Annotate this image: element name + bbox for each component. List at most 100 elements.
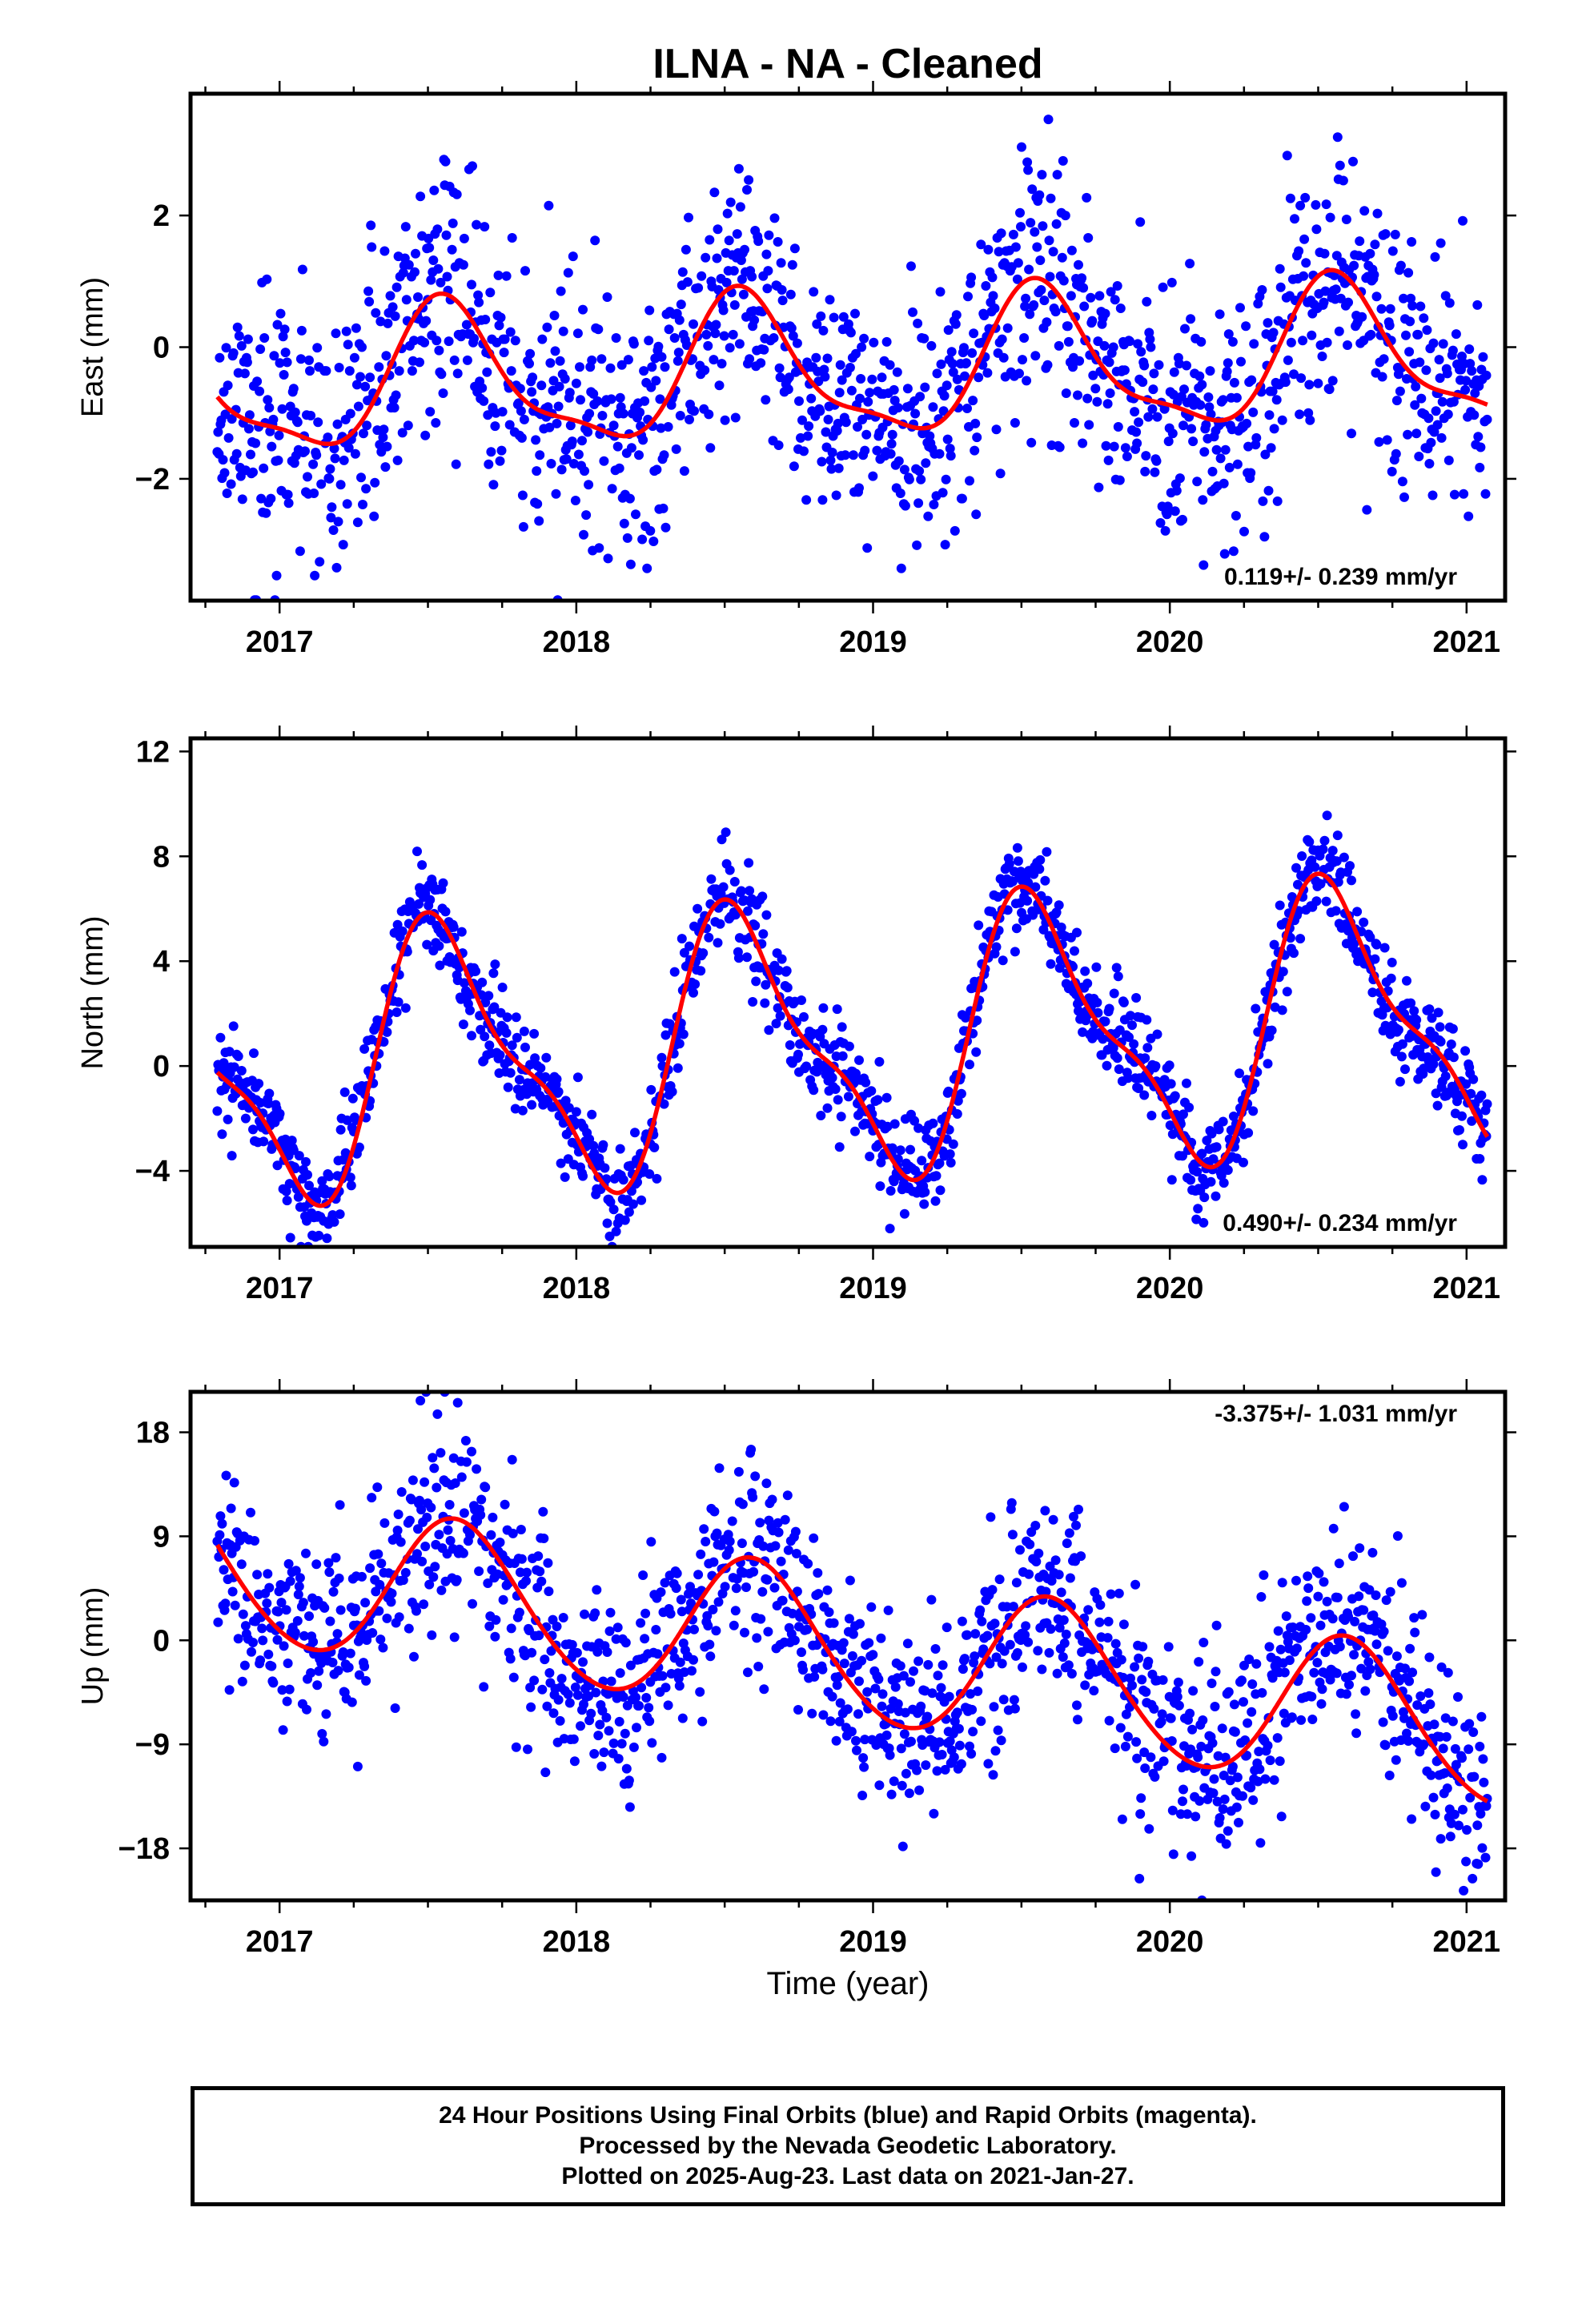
data-point bbox=[873, 1095, 883, 1105]
data-point bbox=[1165, 1120, 1175, 1131]
data-point bbox=[567, 1639, 577, 1650]
data-point bbox=[246, 449, 255, 460]
data-point bbox=[327, 1658, 338, 1667]
data-point bbox=[342, 1115, 352, 1125]
data-point bbox=[1291, 1575, 1301, 1586]
data-point bbox=[769, 333, 779, 343]
data-point bbox=[1303, 408, 1314, 418]
data-point bbox=[998, 352, 1009, 363]
data-point bbox=[1347, 428, 1356, 439]
data-point bbox=[733, 163, 744, 174]
data-point bbox=[1078, 1027, 1088, 1037]
data-point bbox=[1066, 1669, 1077, 1679]
data-point bbox=[1208, 1788, 1219, 1799]
data-point bbox=[1369, 270, 1379, 280]
data-point bbox=[1289, 948, 1299, 959]
data-point bbox=[334, 1573, 344, 1583]
data-point bbox=[677, 934, 687, 944]
data-point bbox=[674, 1039, 685, 1049]
data-point bbox=[1275, 1756, 1285, 1767]
chart-title: ILNA - NA - Cleaned bbox=[652, 41, 1042, 87]
data-point bbox=[393, 997, 404, 1007]
data-point bbox=[424, 1579, 435, 1590]
data-point bbox=[382, 1613, 392, 1623]
data-point bbox=[1243, 441, 1254, 452]
data-point bbox=[1343, 340, 1352, 350]
data-point bbox=[674, 1681, 685, 1691]
data-point bbox=[1228, 546, 1239, 557]
data-point bbox=[362, 420, 372, 431]
data-point bbox=[693, 1570, 704, 1580]
data-point bbox=[1092, 997, 1102, 1007]
data-point bbox=[1411, 428, 1422, 439]
data-point bbox=[317, 1729, 327, 1739]
data-point bbox=[1481, 1801, 1492, 1811]
data-point bbox=[815, 406, 825, 416]
data-point bbox=[553, 1695, 564, 1705]
data-point bbox=[507, 1454, 517, 1465]
data-point bbox=[592, 1585, 602, 1595]
data-point bbox=[1403, 1736, 1414, 1746]
data-point bbox=[733, 953, 744, 963]
data-point bbox=[1008, 1602, 1018, 1612]
data-point bbox=[825, 295, 835, 305]
data-point bbox=[601, 1712, 612, 1723]
data-point bbox=[285, 1576, 295, 1586]
data-point bbox=[1139, 1747, 1150, 1758]
data-point bbox=[1464, 1744, 1474, 1755]
data-point bbox=[436, 277, 446, 287]
data-point bbox=[522, 1567, 532, 1578]
data-point bbox=[391, 1007, 402, 1017]
data-point bbox=[247, 1647, 256, 1657]
data-point bbox=[272, 320, 283, 330]
data-point bbox=[1030, 882, 1041, 892]
data-point bbox=[589, 1749, 600, 1759]
data-point bbox=[1301, 1625, 1311, 1634]
data-point bbox=[789, 461, 799, 472]
data-point bbox=[501, 271, 512, 281]
data-point bbox=[1212, 1796, 1223, 1807]
data-point bbox=[905, 1677, 915, 1687]
data-point bbox=[1044, 235, 1054, 246]
data-point bbox=[953, 1096, 963, 1106]
data-point bbox=[386, 1597, 396, 1607]
data-point bbox=[255, 1655, 266, 1666]
data-point bbox=[1391, 396, 1402, 406]
data-point bbox=[893, 403, 903, 413]
data-point bbox=[1229, 377, 1239, 388]
data-point bbox=[545, 358, 556, 368]
data-point bbox=[332, 419, 343, 429]
data-point bbox=[807, 1708, 817, 1719]
data-point bbox=[1219, 1771, 1229, 1780]
data-point bbox=[885, 448, 896, 459]
data-point bbox=[1240, 1735, 1251, 1745]
data-point bbox=[345, 408, 355, 419]
data-point bbox=[1331, 856, 1342, 866]
data-point bbox=[429, 185, 440, 195]
data-point bbox=[1395, 1735, 1406, 1745]
data-point bbox=[673, 1673, 684, 1683]
data-point bbox=[504, 420, 515, 430]
data-point bbox=[1314, 1568, 1324, 1578]
data-point bbox=[1070, 418, 1079, 428]
data-point bbox=[773, 237, 783, 247]
data-point bbox=[628, 1199, 638, 1209]
data-point bbox=[391, 390, 401, 400]
data-point bbox=[1319, 248, 1330, 259]
data-point bbox=[1135, 217, 1146, 227]
data-point bbox=[1019, 333, 1030, 343]
data-point bbox=[1131, 993, 1142, 1003]
data-point bbox=[1349, 260, 1359, 271]
data-point bbox=[1176, 392, 1186, 402]
data-point bbox=[1026, 437, 1037, 448]
data-point bbox=[1215, 309, 1225, 320]
data-point bbox=[1466, 1088, 1476, 1099]
data-point bbox=[916, 474, 926, 485]
data-point bbox=[282, 1196, 292, 1206]
data-point bbox=[1152, 1029, 1162, 1039]
data-point bbox=[1178, 514, 1187, 525]
data-point bbox=[1027, 184, 1038, 195]
data-point bbox=[1399, 492, 1409, 502]
data-point bbox=[661, 522, 671, 533]
data-point bbox=[846, 1727, 857, 1737]
